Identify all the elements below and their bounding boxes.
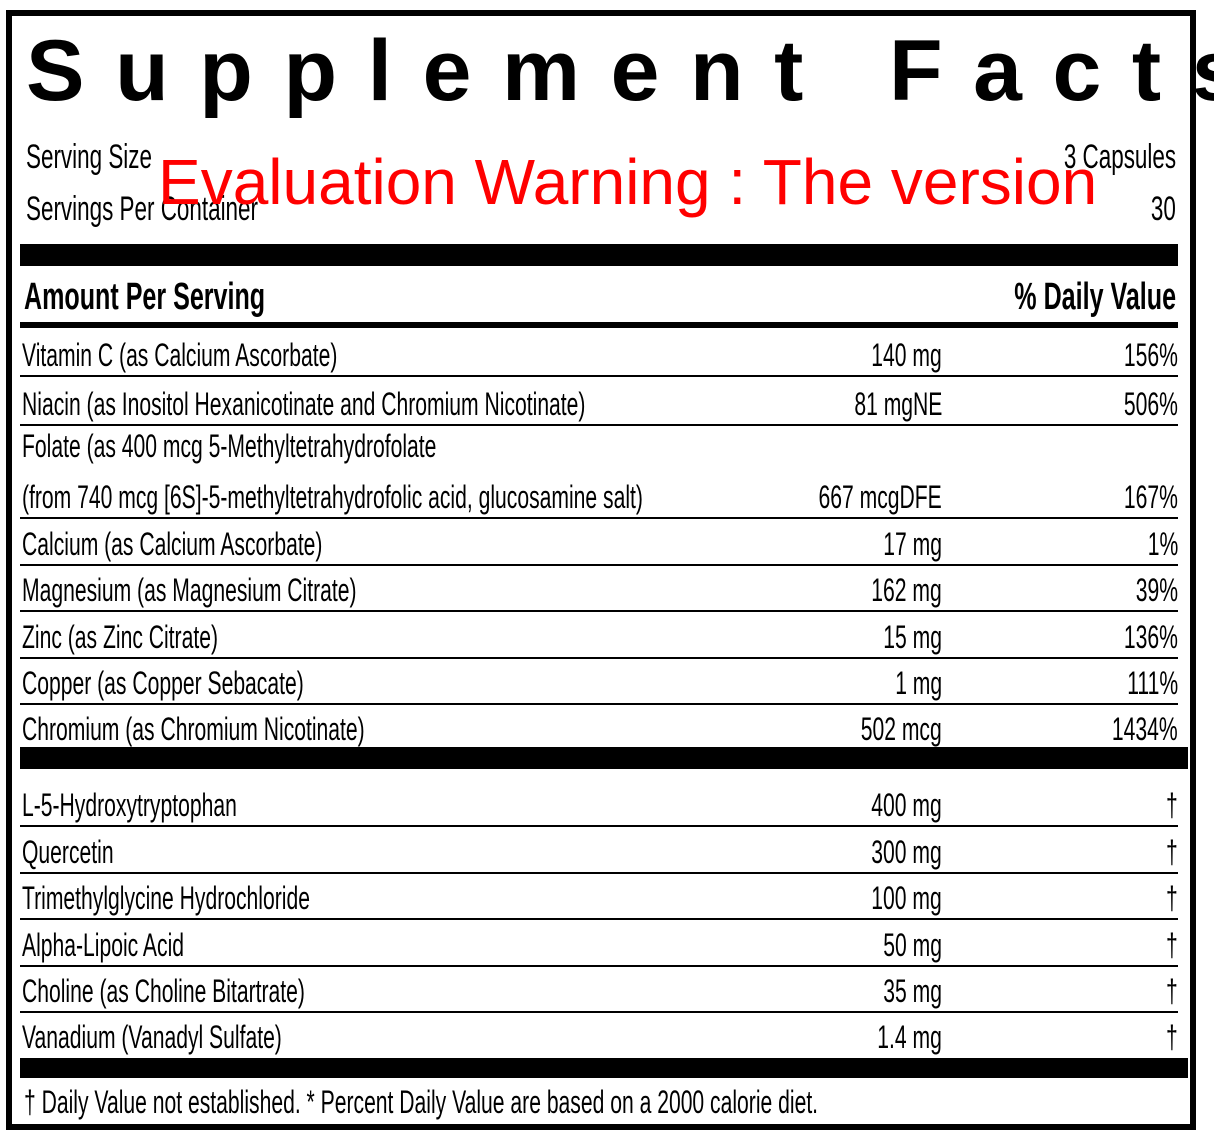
nutrient-dv: 136% (1123, 619, 1178, 655)
nutrient-amount: 162 mg (871, 572, 942, 608)
nutrient-row: Calcium (as Calcium Ascorbate) 17 mg 1% (20, 517, 1178, 566)
dagger-mark: † (1166, 927, 1178, 963)
serving-size-value: 3 Capsules (1063, 138, 1176, 176)
footnote: † Daily Value not established. * Percent… (24, 1084, 819, 1120)
ingredient-row: L-5-Hydroxytryptophan 400 mg † (20, 778, 1178, 827)
dagger-mark: † (1166, 787, 1178, 823)
label-frame (6, 10, 1196, 1130)
evaluation-watermark: Evaluation Warning : The version (158, 146, 1098, 218)
nutrient-dv: 506% (1123, 386, 1178, 422)
thick-divider (20, 747, 1188, 769)
ingredient-row: Choline (as Choline Bitartrate) 35 mg † (20, 964, 1178, 1013)
serving-size-label: Serving Size (26, 138, 152, 176)
ingredient-name: Vanadium (Vanadyl Sulfate) (22, 1019, 282, 1055)
ingredient-amount: 50 mg (883, 927, 942, 963)
nutrient-row: Vitamin C (as Calcium Ascorbate) 140 mg … (20, 328, 1178, 377)
nutrient-dv: 1% (1147, 526, 1178, 562)
nutrient-amount: 667 mcgDFE (818, 479, 942, 515)
ingredient-amount: 300 mg (871, 834, 942, 870)
nutrient-amount: 140 mg (871, 337, 942, 373)
nutrient-name: Chromium (as Chromium Nicotinate) (22, 711, 365, 747)
nutrient-dv: 111% (1127, 665, 1178, 701)
nutrient-name: Magnesium (as Magnesium Citrate) (22, 572, 357, 608)
ingredient-name: Quercetin (22, 834, 114, 870)
ingredient-row: Alpha-Lipoic Acid 50 mg † (20, 918, 1178, 967)
nutrient-amount: 81 mgNE (853, 386, 942, 422)
dagger-mark: † (1166, 834, 1178, 870)
ingredient-name: Alpha-Lipoic Acid (22, 927, 185, 963)
nutrient-dv: 1434% (1112, 711, 1178, 747)
nutrient-name: Calcium (as Calcium Ascorbate) (22, 526, 323, 562)
nutrient-dv: 39% (1135, 572, 1178, 608)
page-title: Supplement Facts (26, 23, 1214, 119)
nutrient-row: Copper (as Copper Sebacate) 1 mg 111% (20, 656, 1178, 705)
nutrient-name-line1: Folate (as 400 mcg 5-Methyltetrahydrofol… (22, 428, 437, 464)
ingredient-name: L-5-Hydroxytryptophan (22, 787, 237, 823)
nutrient-amount: 15 mg (883, 619, 942, 655)
ingredient-name: Trimethylglycine Hydrochloride (22, 880, 310, 916)
ingredient-row: Vanadium (Vanadyl Sulfate) 1.4 mg † (20, 1010, 1178, 1057)
nutrient-name: Niacin (as Inositol Hexanicotinate and C… (22, 386, 586, 422)
medium-divider (20, 322, 1178, 328)
servings-per-container-value: 30 (1151, 190, 1176, 228)
nutrient-dv: 156% (1123, 337, 1178, 373)
nutrient-row: Zinc (as Zinc Citrate) 15 mg 136% (20, 610, 1178, 659)
nutrient-name: Vitamin C (as Calcium Ascorbate) (22, 337, 338, 373)
nutrient-dv: 167% (1123, 479, 1178, 515)
nutrient-row: Magnesium (as Magnesium Citrate) 162 mg … (20, 563, 1178, 612)
nutrient-name: Copper (as Copper Sebacate) (22, 665, 304, 701)
ingredient-amount: 1.4 mg (877, 1019, 942, 1055)
dagger-mark: † (1166, 880, 1178, 916)
thick-divider (20, 1058, 1188, 1078)
nutrient-amount: 502 mcg (860, 711, 942, 747)
ingredient-amount: 35 mg (883, 973, 942, 1009)
nutrient-row: (from 740 mcg [6S]-5-methyltetrahydrofol… (20, 470, 1178, 519)
ingredient-amount: 100 mg (871, 880, 942, 916)
nutrient-name: (from 740 mcg [6S]-5-methyltetrahydrofol… (22, 479, 643, 515)
daily-value-header: % Daily Value (1014, 276, 1176, 318)
dagger-mark: † (1166, 973, 1178, 1009)
nutrient-name: Zinc (as Zinc Citrate) (22, 619, 218, 655)
ingredient-row: Trimethylglycine Hydrochloride 100 mg † (20, 871, 1178, 920)
servings-per-container-label: Servings Per Container (26, 190, 259, 228)
nutrient-amount: 1 mg (895, 665, 942, 701)
nutrient-row: Niacin (as Inositol Hexanicotinate and C… (20, 377, 1178, 426)
thick-divider (20, 244, 1178, 266)
ingredient-row: Quercetin 300 mg † (20, 825, 1178, 874)
nutrient-row: Chromium (as Chromium Nicotinate) 502 mc… (20, 702, 1178, 749)
amount-per-serving-header: Amount Per Serving (24, 276, 266, 318)
nutrient-amount: 17 mg (883, 526, 942, 562)
dagger-mark: † (1166, 1019, 1178, 1055)
ingredient-amount: 400 mg (871, 787, 942, 823)
ingredient-name: Choline (as Choline Bitartrate) (22, 973, 305, 1009)
